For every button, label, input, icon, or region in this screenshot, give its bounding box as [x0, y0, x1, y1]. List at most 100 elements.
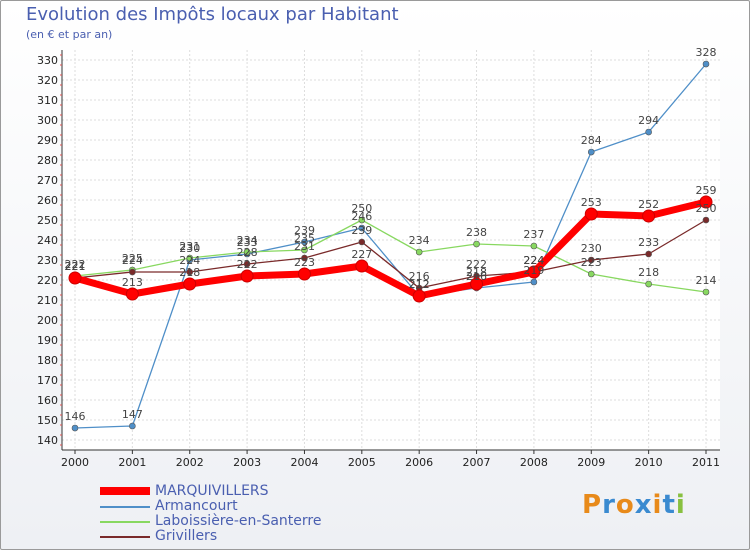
point-laboissi-re-en-santerre-2005	[358, 216, 366, 224]
y-tick-label-300: 300	[37, 114, 58, 127]
point-marquivillers-2005	[355, 259, 369, 273]
logo-letter: i	[675, 490, 686, 520]
y-tick-label-180: 180	[37, 354, 58, 367]
y-tick-label-330: 330	[37, 54, 58, 67]
data-label-grivillers-2006: 216	[409, 270, 430, 283]
y-tick-label-140: 140	[37, 434, 58, 447]
point-marquivillers-2009	[584, 207, 598, 221]
data-label-armancourt-2001: 147	[122, 408, 143, 421]
x-tick-label-2001: 2001	[118, 456, 146, 469]
point-armancourt-2000	[71, 424, 79, 432]
data-label-armancourt-2003: 233	[237, 236, 258, 249]
point-grivillers-2005	[358, 238, 366, 246]
data-label-laboissi-re-en-santerre-2007: 238	[466, 226, 487, 239]
y-tick-label-210: 210	[37, 294, 58, 307]
data-label-armancourt-2006: 212	[409, 278, 430, 291]
x-tick-label-2006: 2006	[405, 456, 433, 469]
legend-label-grivillers: Grivillers	[155, 528, 218, 544]
x-tick-label-2010: 2010	[635, 456, 663, 469]
x-tick-label-2004: 2004	[290, 456, 318, 469]
line-chart: 140 150 160 170 180 190 200 210 220 230 240 250 260 2…	[37, 46, 720, 469]
point-marquivillers-2006	[412, 289, 426, 303]
point-armancourt-2001	[129, 422, 136, 430]
logo-letter: P	[582, 490, 603, 520]
series-line-marquivillers	[74, 198, 707, 300]
data-label-marquivillers-2001: 213	[122, 276, 143, 289]
data-label-marquivillers-2003: 222	[237, 258, 258, 271]
logo-letter: i	[652, 490, 663, 520]
point-grivillers-2004	[301, 254, 308, 262]
data-label-laboissi-re-en-santerre-2001: 225	[122, 252, 143, 265]
y-tick-label-280: 280	[37, 154, 58, 167]
legend-label-armancourt: Armancourt	[155, 498, 238, 514]
data-label-marquivillers-2009: 253	[581, 196, 602, 209]
series-line-laboissi-re-en-santerre	[74, 219, 707, 293]
y-tick-label-240: 240	[37, 234, 58, 247]
point-marquivillers-2008	[527, 265, 541, 279]
point-laboissi-re-en-santerre-2007	[473, 240, 480, 248]
data-label-marquivillers-2005: 227	[351, 248, 372, 261]
chart-title: Evolution des Impôts locaux par Habitant	[26, 4, 399, 25]
y-tick-label-250: 250	[37, 214, 58, 227]
data-label-armancourt-2009: 284	[581, 134, 602, 147]
point-laboissi-re-en-santerre-2003	[243, 248, 251, 256]
data-label-grivillers-2000: 221	[65, 260, 86, 273]
data-label-marquivillers-2000: 221	[65, 260, 86, 273]
point-grivillers-2011	[702, 216, 710, 224]
data-label-grivillers-2008: 224	[523, 254, 544, 267]
point-laboissi-re-en-santerre-2006	[415, 248, 423, 256]
x-tick-label-2009: 2009	[577, 456, 605, 469]
data-label-marquivillers-2011: 259	[696, 184, 717, 197]
point-armancourt-2008	[530, 278, 538, 286]
data-label-laboissi-re-en-santerre-2011: 214	[696, 274, 717, 287]
data-label-armancourt-2010: 294	[638, 114, 659, 127]
data-label-grivillers-2001: 224	[122, 254, 143, 267]
y-tick-label-260: 260	[37, 194, 58, 207]
point-marquivillers-2011	[699, 195, 713, 209]
x-tick-label-2011: 2011	[692, 456, 720, 469]
data-label-grivillers-2004: 231	[294, 240, 315, 253]
y-tick-label-270: 270	[37, 174, 58, 187]
series-line-grivillers	[74, 219, 707, 289]
data-label-armancourt-2007: 216	[466, 270, 487, 283]
data-label-laboissi-re-en-santerre-2010: 218	[638, 266, 659, 279]
point-armancourt-2004	[301, 238, 308, 246]
x-tick-label-2000: 2000	[61, 456, 89, 469]
data-label-laboissi-re-en-santerre-2003: 234	[237, 234, 258, 247]
point-marquivillers-2004	[297, 267, 311, 281]
x-tick-label-2003: 2003	[233, 456, 261, 469]
data-label-grivillers-2007: 222	[466, 258, 487, 271]
logo-letter: o	[615, 490, 635, 520]
point-marquivillers-2001	[125, 287, 139, 301]
data-label-laboissi-re-en-santerre-2009: 223	[581, 256, 602, 269]
point-marquivillers-2002	[183, 277, 197, 291]
y-tick-label-150: 150	[37, 414, 58, 427]
data-label-laboissi-re-en-santerre-2004: 235	[294, 232, 315, 245]
data-label-marquivillers-2002: 218	[179, 266, 200, 279]
data-label-armancourt-2002: 230	[179, 242, 200, 255]
y-tick-label-160: 160	[37, 394, 58, 407]
point-grivillers-2001	[129, 268, 136, 276]
y-tick-label-290: 290	[37, 134, 58, 147]
legend-label-marquivillers: MARQUIVILLERS	[155, 483, 269, 499]
point-grivillers-2002	[186, 268, 194, 276]
point-laboissi-re-en-santerre-2008	[530, 242, 538, 250]
x-tick-label-2007: 2007	[463, 456, 491, 469]
logo-letter: x	[634, 490, 653, 520]
point-armancourt-2011	[702, 60, 710, 68]
data-label-grivillers-2003: 228	[237, 246, 258, 259]
x-tick-label-2005: 2005	[348, 456, 376, 469]
data-label-laboissi-re-en-santerre-2000: 222	[65, 258, 86, 271]
proxiti-logo: Proxiti	[582, 490, 686, 520]
point-armancourt-2005	[358, 224, 366, 232]
point-laboissi-re-en-santerre-2009	[587, 270, 595, 278]
point-laboissi-re-en-santerre-2002	[186, 254, 194, 262]
logo-letter: t	[662, 490, 676, 520]
x-tick-label-2008: 2008	[520, 456, 548, 469]
data-label-armancourt-2011: 328	[696, 46, 717, 59]
y-tick-label-170: 170	[37, 374, 58, 387]
point-marquivillers-2010	[642, 209, 656, 223]
data-label-grivillers-2010: 233	[638, 236, 659, 249]
y-tick-label-200: 200	[37, 314, 58, 327]
legend-swatch-armancourt	[100, 506, 150, 508]
